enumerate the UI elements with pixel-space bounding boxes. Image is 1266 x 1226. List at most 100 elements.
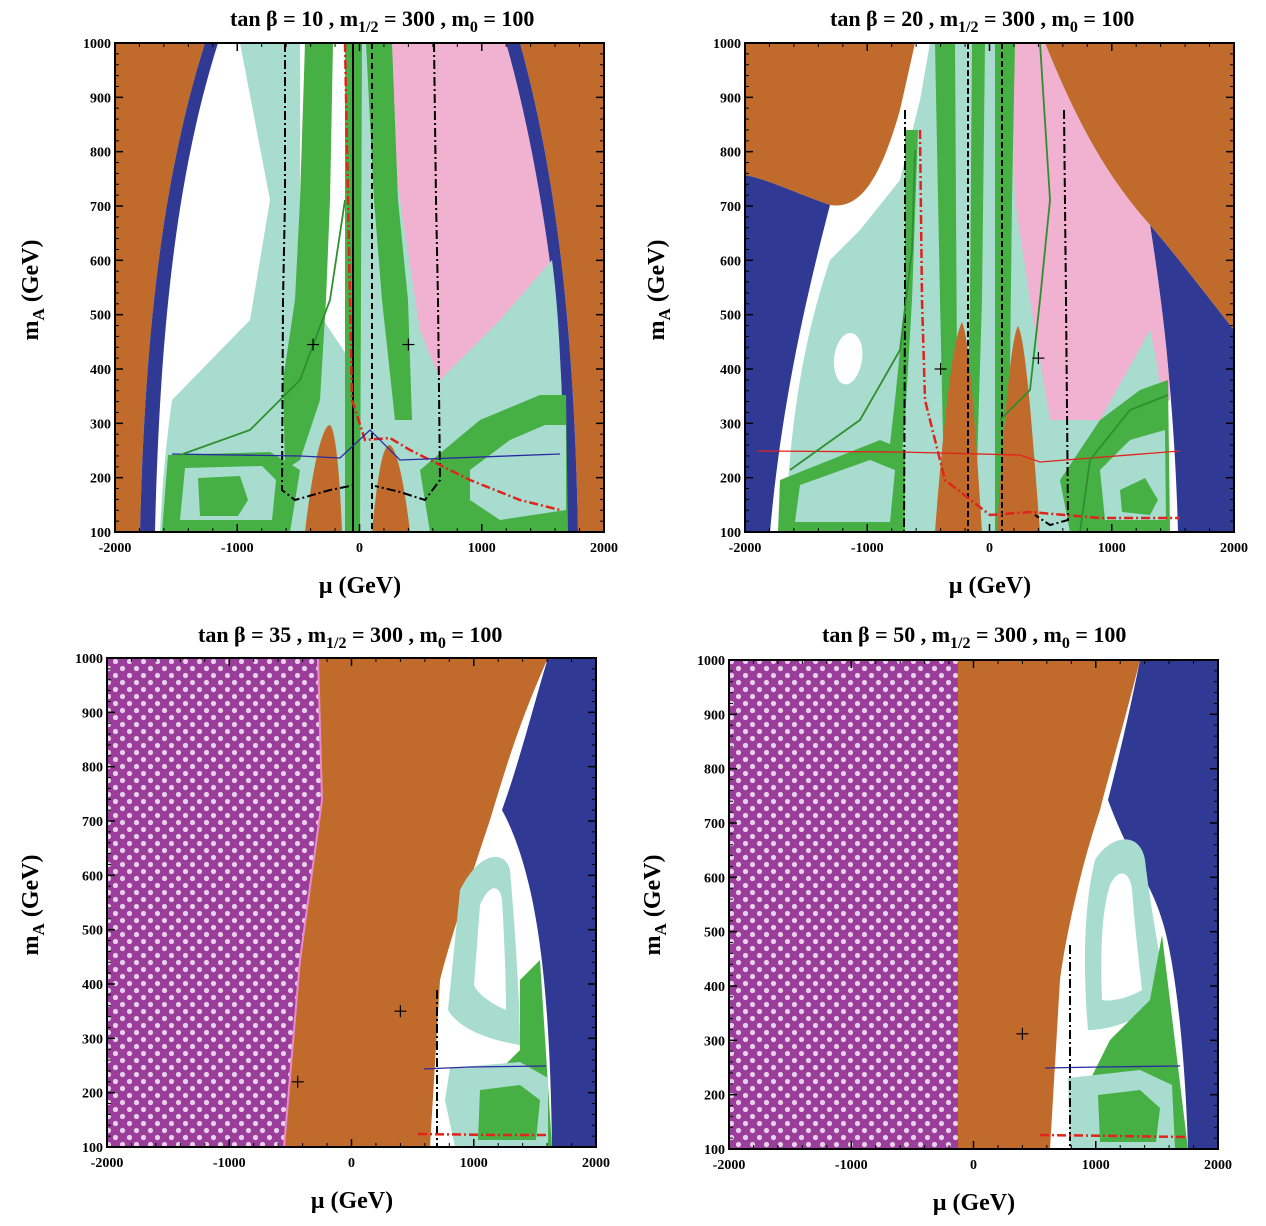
contour-green-line xyxy=(179,199,346,456)
y-tick-label: 600 xyxy=(90,254,111,269)
x-ticks: -2000 -1000 0 1000 2000 xyxy=(729,43,1248,556)
y-tick-label: 200 xyxy=(704,1089,725,1104)
y-tick-label: 500 xyxy=(82,924,103,939)
contour-blue-line xyxy=(1044,1065,1181,1069)
contour-green-line-lower-right xyxy=(1079,394,1169,532)
region-brown-top-right xyxy=(1045,43,1234,330)
y-tick-label: 200 xyxy=(720,472,741,487)
region-navy xyxy=(502,658,596,1147)
contour-red-dashdot xyxy=(343,43,561,512)
markers xyxy=(307,338,415,351)
y-axis-title: mA (GeV) xyxy=(18,855,48,956)
markers xyxy=(1016,1027,1029,1040)
region-aqua-main xyxy=(160,43,564,532)
contour-blue-line xyxy=(171,429,561,461)
y-ticks: 100 200 300 400 500 600 700 800 900 1000 xyxy=(713,37,1234,541)
x-tick-label: 0 xyxy=(986,541,993,556)
y-tick-label: 200 xyxy=(90,472,111,487)
x-tick-label: 1000 xyxy=(468,541,496,556)
y-tick-label: 400 xyxy=(90,363,111,378)
region-navy xyxy=(1108,660,1218,1149)
contour-red-dashdot xyxy=(918,129,1180,520)
y-tick-label: 900 xyxy=(82,706,103,721)
x-tick-label: 1000 xyxy=(1082,1158,1110,1173)
region-brown-spike-left xyxy=(935,322,982,532)
cross-marker xyxy=(394,1005,407,1018)
x-tick-label: 2000 xyxy=(1204,1158,1232,1173)
region-white-triangle xyxy=(1101,873,1142,1001)
y-tick-label: 400 xyxy=(82,978,103,993)
y-tick-label: 500 xyxy=(704,926,725,941)
y-tick-label: 600 xyxy=(82,869,103,884)
cross-marker xyxy=(1032,352,1045,365)
cross-marker xyxy=(1016,1027,1029,1040)
y-axis-title: mA (GeV) xyxy=(644,240,674,341)
y-tick-label: 400 xyxy=(720,363,741,378)
y-tick-label: 900 xyxy=(704,708,725,723)
contour-red-line xyxy=(757,450,1181,463)
y-ticks: 100 200 300 400 500 600 700 800 900 1000 xyxy=(83,37,604,541)
chart-title: tan β = 50 , m1/2 = 300 , m0 = 100 xyxy=(822,622,1126,652)
y-axis-title: mA (GeV) xyxy=(18,240,48,341)
x-tick-label: -2000 xyxy=(729,541,762,556)
plot-area xyxy=(745,43,1234,532)
y-tick-label: 900 xyxy=(720,91,741,106)
contour-green-line-right xyxy=(999,43,1051,421)
y-tick-label: 900 xyxy=(90,91,111,106)
region-navy-left xyxy=(140,43,218,532)
region-brown-left xyxy=(115,43,205,532)
contour-green-line-left xyxy=(789,149,916,471)
y-tick-label: 1000 xyxy=(83,37,111,52)
region-brown xyxy=(958,660,1140,1149)
contour-blue-line xyxy=(423,1065,547,1070)
y-tick-label: 700 xyxy=(82,815,103,830)
cross-marker xyxy=(307,338,320,351)
region-aqua-lower-right xyxy=(470,425,566,520)
region-green-lower-core xyxy=(1098,1090,1160,1142)
x-tick-label: -2000 xyxy=(91,1156,124,1171)
y-tick-label: 800 xyxy=(90,146,111,161)
panel-tanb20: -2000 -1000 0 1000 2000 100 200 300 400 500 600 70… xyxy=(644,6,1248,599)
contour-black-dashdot-right xyxy=(374,43,442,502)
cross-marker xyxy=(934,363,947,375)
y-tick-label: 100 xyxy=(90,526,111,541)
y-tick-label: 300 xyxy=(82,1032,103,1047)
y-tick-label: 600 xyxy=(720,254,741,269)
x-tick-label: 2000 xyxy=(1220,541,1248,556)
x-tick-label: 2000 xyxy=(582,1156,610,1171)
x-tick-label: -1000 xyxy=(851,541,884,556)
cross-marker xyxy=(291,1075,304,1088)
x-tick-label: -1000 xyxy=(213,1156,246,1171)
y-tick-label: 800 xyxy=(720,146,741,161)
y-tick-label: 300 xyxy=(720,417,741,432)
region-pink xyxy=(1000,43,1170,440)
x-ticks: -2000 -1000 0 1000 2000 xyxy=(99,43,618,556)
y-tick-label: 300 xyxy=(90,417,111,432)
plot-area xyxy=(107,658,596,1147)
x-tick-label: -2000 xyxy=(713,1158,746,1173)
chart-title: tan β = 10 , m1/2 = 300 , m0 = 100 xyxy=(230,6,534,36)
region-green-left-band xyxy=(880,130,918,532)
region-aqua-lower-left xyxy=(795,460,895,522)
region-brown-spike-right xyxy=(372,445,410,532)
region-brown xyxy=(284,658,548,1147)
markers xyxy=(934,352,1045,375)
y-tick-label: 500 xyxy=(90,309,111,324)
region-brown-top xyxy=(745,43,915,206)
panel-tanb10: -2000 -1000 0 1000 2000 100 200 300 400 500 600 70… xyxy=(18,6,618,599)
contour-black-dashdot-right xyxy=(1034,109,1070,527)
x-tick-label: -1000 xyxy=(835,1158,868,1173)
x-tick-label: 0 xyxy=(348,1156,355,1171)
region-dotted-purple xyxy=(729,660,958,1149)
y-tick-label: 500 xyxy=(720,309,741,324)
y-tick-label: 700 xyxy=(90,200,111,215)
y-tick-label: 800 xyxy=(704,763,725,778)
y-tick-label: 100 xyxy=(720,526,741,541)
x-ticks: -2000 -1000 0 1000 2000 xyxy=(713,660,1232,1173)
y-tick-label: 800 xyxy=(82,761,103,776)
y-tick-label: 1000 xyxy=(713,37,741,52)
y-ticks: 100 200 300 400 500 600 700 800 900 1000 xyxy=(697,654,1218,1158)
region-green-center-right xyxy=(995,43,1015,532)
plot-area xyxy=(729,660,1218,1149)
